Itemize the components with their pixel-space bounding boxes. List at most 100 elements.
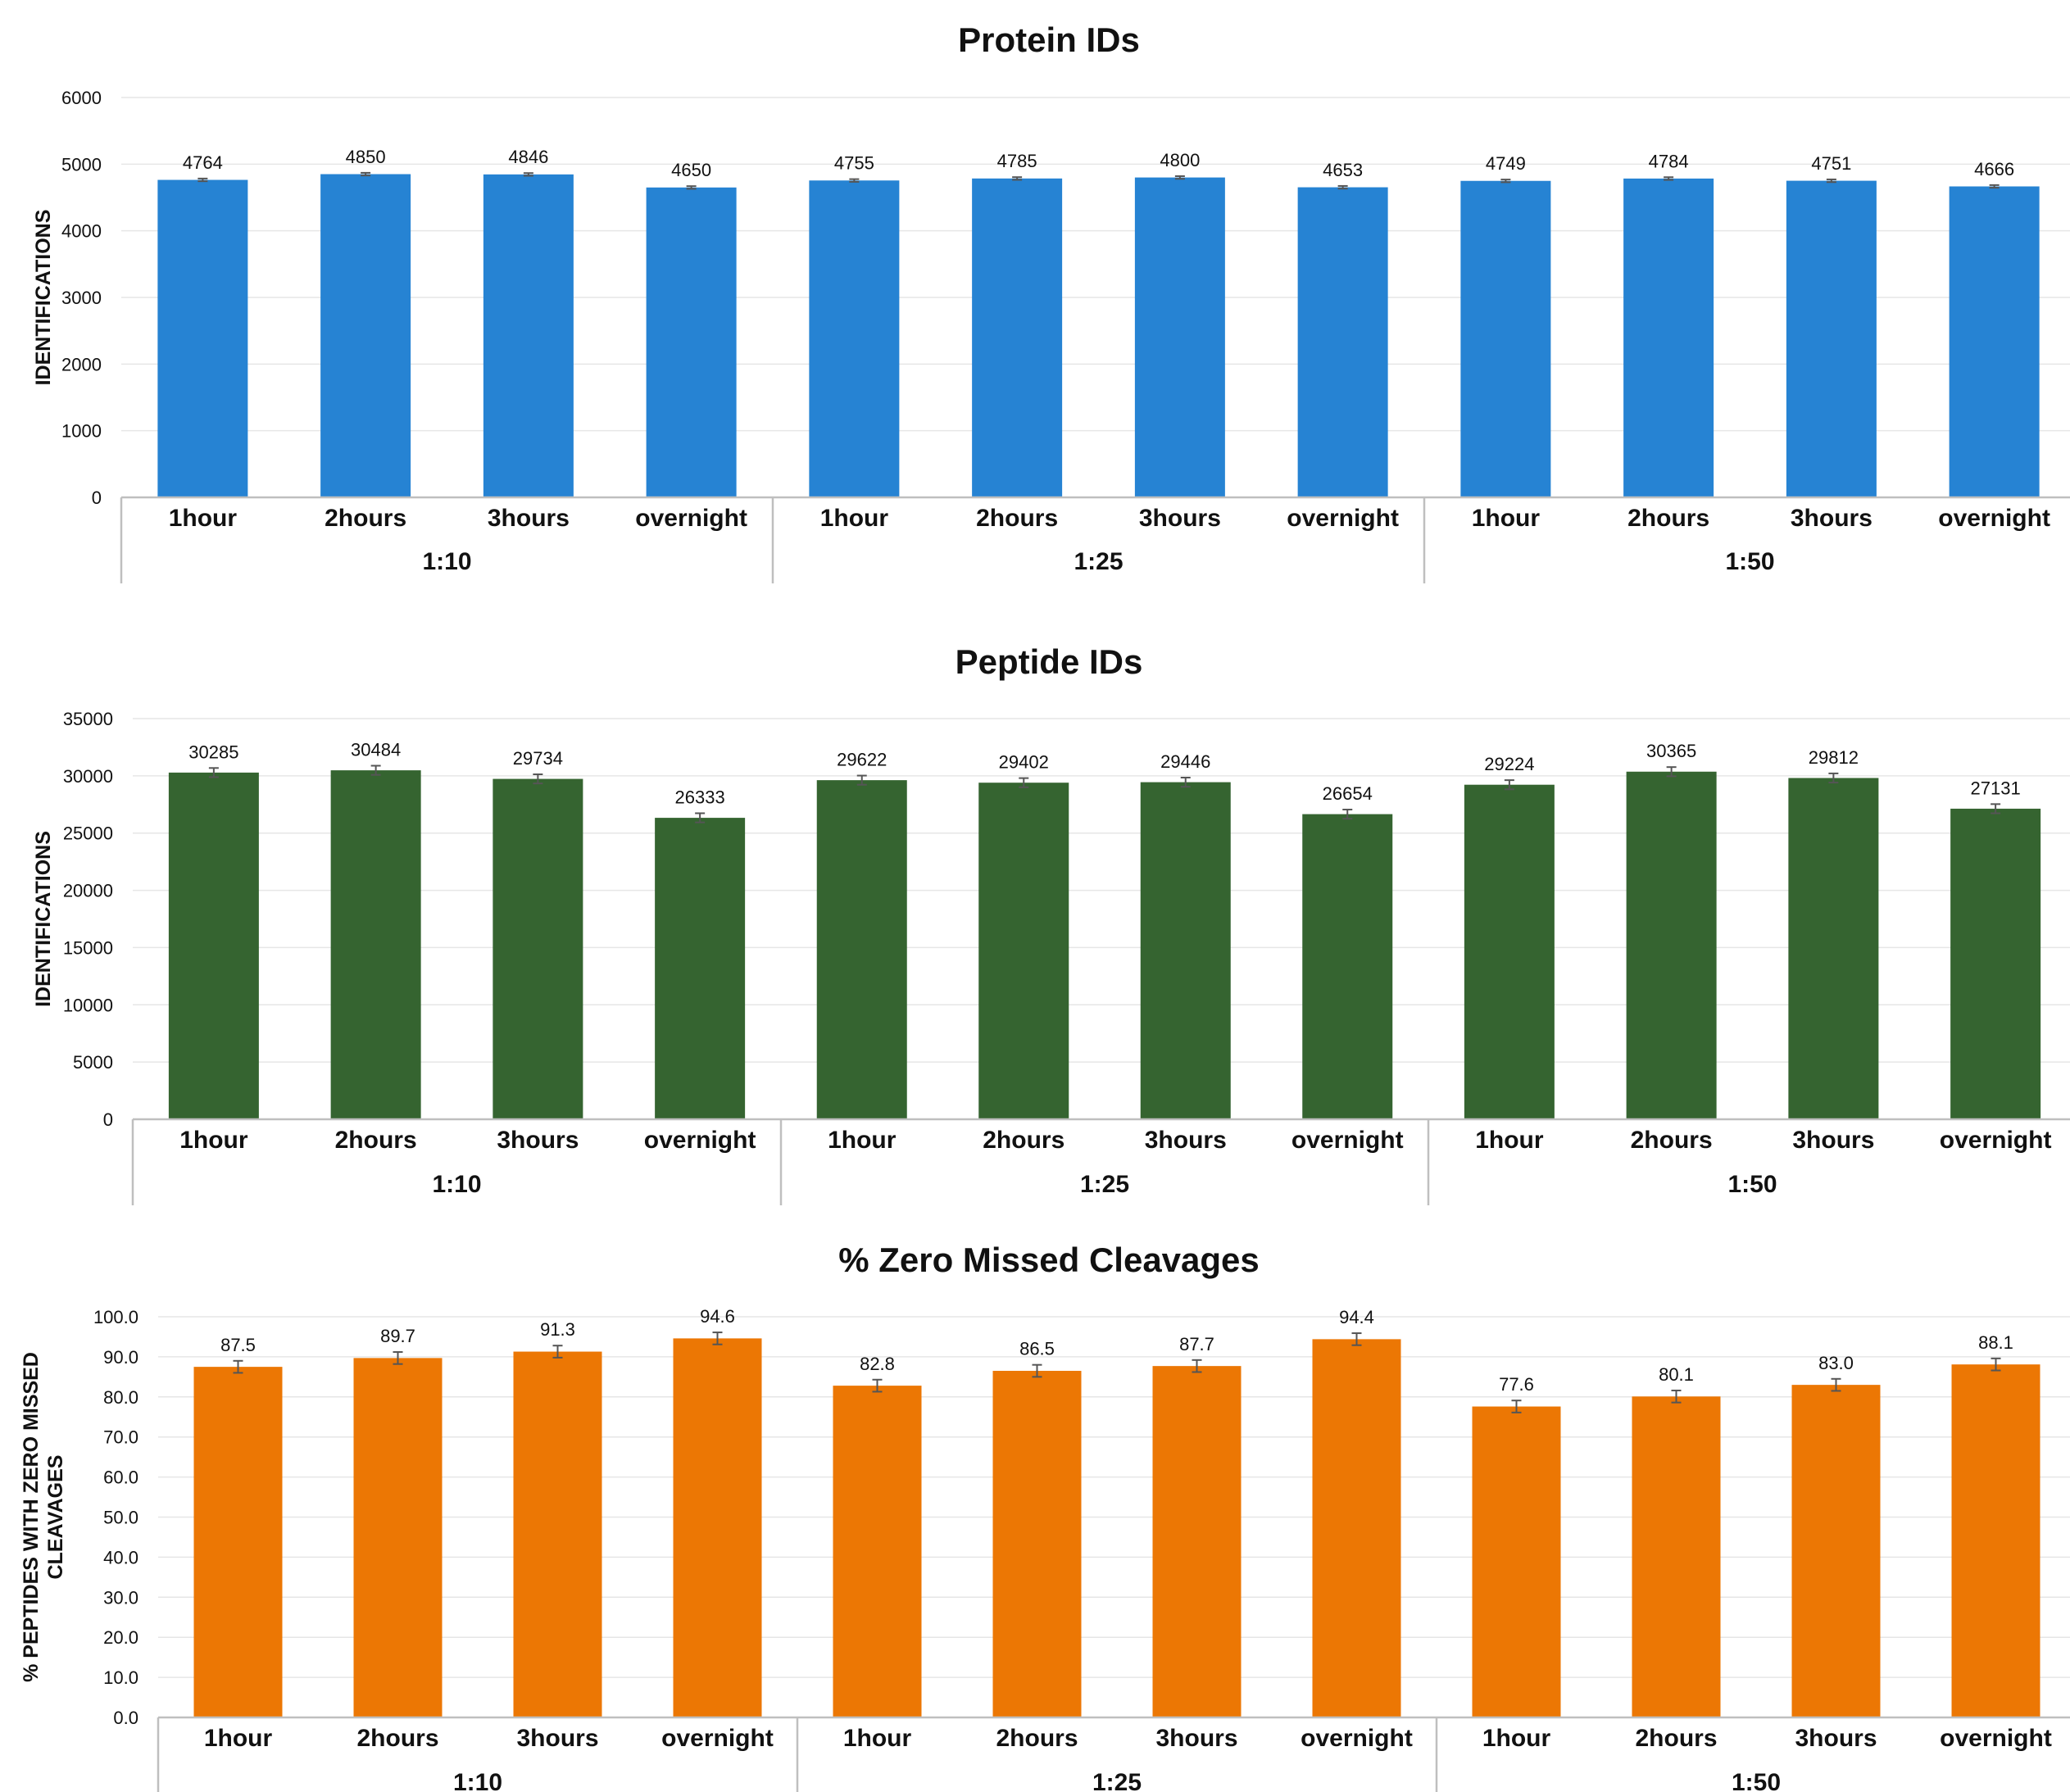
- x-tick-label: 1hour: [843, 1725, 912, 1752]
- chart-panel-3: % Zero Missed Cleavages % PEPTIDES WITH Z…: [20, 1241, 2070, 1792]
- y-tick-label: 50.0: [103, 1508, 138, 1528]
- bar: [1460, 180, 1551, 498]
- bar: [978, 783, 1069, 1119]
- chart-title: Protein IDs: [958, 20, 1140, 59]
- bar: [493, 778, 583, 1119]
- data-label: 30285: [188, 742, 238, 762]
- data-label: 4764: [183, 152, 223, 173]
- group-label: 1:50: [1725, 548, 1774, 575]
- x-tick-label: overnight: [1301, 1725, 1413, 1752]
- group-label: 1:25: [1092, 1769, 1142, 1792]
- data-label: 29734: [513, 748, 563, 769]
- data-label: 29446: [1160, 751, 1210, 772]
- data-label: 27131: [1971, 778, 2021, 798]
- bar: [809, 180, 900, 497]
- data-label: 88.1: [1978, 1332, 2013, 1353]
- x-tick-label: overnight: [1291, 1127, 1404, 1154]
- bar: [483, 174, 574, 497]
- bar: [157, 179, 248, 497]
- x-tick-label: 3hours: [1155, 1725, 1237, 1752]
- y-tick-label: 5000: [73, 1052, 113, 1073]
- data-label: 4800: [1160, 150, 1200, 170]
- bar: [1950, 808, 2041, 1119]
- x-tick-label: 1hour: [828, 1127, 897, 1154]
- group-label: 1:50: [1732, 1769, 1781, 1792]
- bar: [646, 187, 737, 498]
- x-tick-label: 2hours: [1627, 505, 1709, 532]
- y-tick-label: 2000: [61, 354, 102, 374]
- data-label: 4749: [1486, 153, 1526, 174]
- data-label: 4653: [1323, 160, 1363, 180]
- data-label: 4846: [508, 147, 548, 167]
- bar: [1312, 1339, 1401, 1717]
- data-label: 77.6: [1499, 1374, 1534, 1395]
- y-tick-label: 5000: [61, 154, 102, 175]
- y-tick-label: 70.0: [103, 1427, 138, 1448]
- y-axis-label: IDENTIFICATIONS: [32, 831, 55, 1007]
- x-tick-label: overnight: [644, 1127, 756, 1154]
- y-tick-label: 40.0: [103, 1547, 138, 1567]
- y-tick-label: 10.0: [103, 1667, 138, 1688]
- x-tick-label: overnight: [661, 1725, 774, 1752]
- y-tick-label: 15000: [63, 937, 113, 958]
- data-label: 26654: [1323, 783, 1373, 804]
- bar: [1623, 178, 1714, 497]
- data-label: 26333: [675, 787, 725, 808]
- bar: [193, 1367, 283, 1717]
- group-label: 1:10: [453, 1769, 502, 1792]
- data-label: 4785: [997, 151, 1037, 171]
- data-label: 29812: [1809, 747, 1859, 768]
- x-tick-label: 1hour: [179, 1127, 248, 1154]
- data-label: 87.5: [220, 1335, 256, 1355]
- x-tick-label: 1hour: [1482, 1725, 1551, 1752]
- y-axis-label-group: IDENTIFICATIONS: [32, 210, 55, 386]
- chart-title: Peptide IDs: [956, 642, 1143, 681]
- x-tick-label: 2hours: [976, 505, 1058, 532]
- bar: [1786, 180, 1877, 497]
- data-label: 4784: [1649, 151, 1689, 171]
- x-tick-label: 3hours: [516, 1725, 598, 1752]
- y-tick-label: 20.0: [103, 1627, 138, 1648]
- x-tick-label: 3hours: [1139, 505, 1221, 532]
- data-label: 30365: [1646, 741, 1696, 761]
- bar: [673, 1338, 762, 1717]
- bar: [1788, 778, 1879, 1119]
- y-axis-label-group: % PEPTIDES WITH ZERO MISSED CLEAVAGES: [20, 1352, 67, 1682]
- bar: [320, 174, 411, 498]
- y-tick-label: 100.0: [93, 1307, 138, 1327]
- x-tick-label: 2hours: [996, 1725, 1078, 1752]
- data-label: 94.4: [1339, 1307, 1374, 1327]
- data-label: 89.7: [380, 1326, 415, 1346]
- x-tick-label: 2hours: [335, 1127, 417, 1154]
- bar: [1152, 1366, 1242, 1717]
- bar: [1297, 187, 1388, 497]
- x-tick-label: overnight: [1938, 505, 2050, 532]
- data-label: 29402: [999, 752, 1049, 773]
- y-tick-label: 30000: [63, 766, 113, 787]
- data-label: 30484: [351, 740, 401, 760]
- x-tick-label: 1hour: [169, 505, 238, 532]
- y-axis-label: CLEAVAGES: [44, 1455, 67, 1580]
- data-label: 29224: [1484, 754, 1534, 774]
- x-tick-label: 3hours: [1792, 1127, 1874, 1154]
- x-tick-label: 3hours: [1791, 505, 1873, 532]
- bar: [513, 1351, 602, 1717]
- bar: [1791, 1385, 1881, 1717]
- y-tick-label: 10000: [63, 995, 113, 1015]
- bar: [1632, 1396, 1721, 1717]
- x-tick-label: 3hours: [497, 1127, 579, 1154]
- y-tick-label: 30.0: [103, 1587, 138, 1608]
- bar: [353, 1358, 443, 1717]
- bar: [1302, 814, 1393, 1119]
- data-label: 4751: [1811, 153, 1851, 174]
- bar: [330, 770, 421, 1119]
- x-tick-label: 1hour: [1472, 505, 1541, 532]
- y-tick-label: 4000: [61, 221, 102, 242]
- data-label: 80.1: [1659, 1364, 1694, 1385]
- y-tick-label: 3000: [61, 288, 102, 308]
- x-tick-label: 3hours: [488, 505, 570, 532]
- chart-panel-1: Protein IDs IDENTIFICATIONS 0 1000 2000 3000 4…: [32, 20, 2070, 583]
- data-label: 86.5: [1019, 1339, 1055, 1359]
- x-tick-label: 2hours: [1635, 1725, 1717, 1752]
- y-axis-label-group: IDENTIFICATIONS: [32, 831, 55, 1007]
